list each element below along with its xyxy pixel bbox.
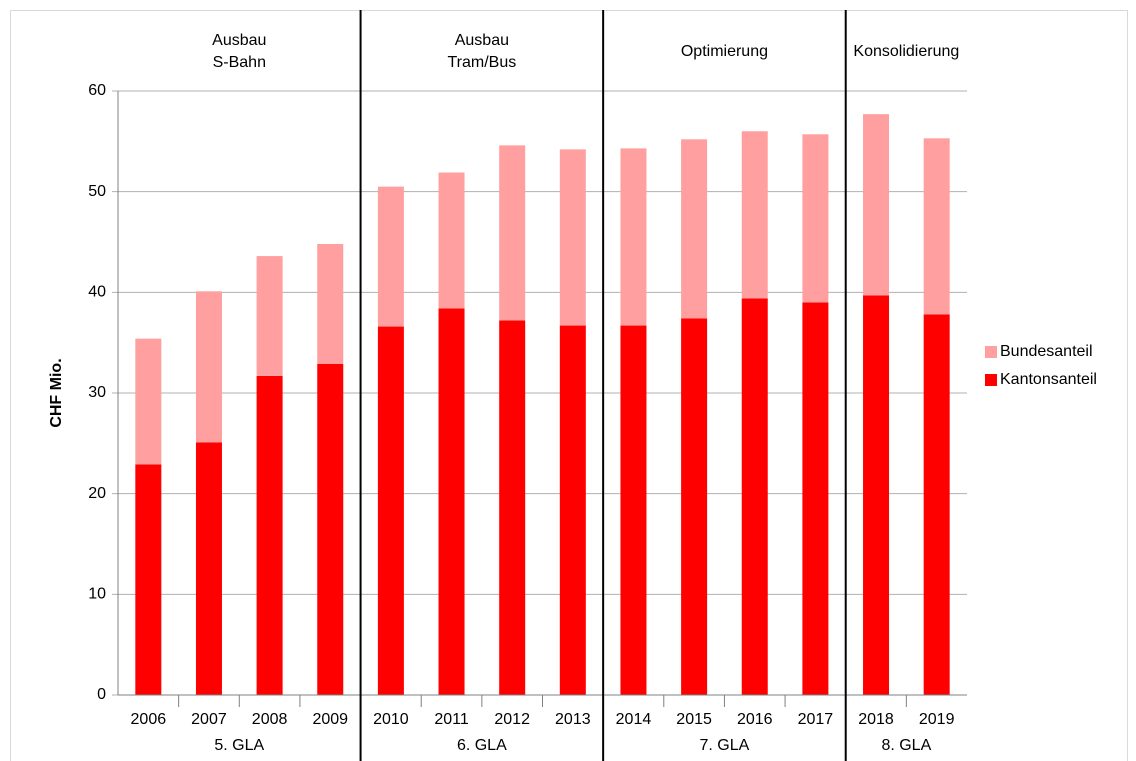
x-tick-label: 2009 [312,711,348,728]
x-tick-label: 2017 [798,711,834,728]
bar-segment [923,314,950,695]
y-tick-label: 30 [88,384,106,401]
bar-segment [438,172,465,309]
group-label: 7. GLA [700,737,750,754]
phase-label: S-Bahn [213,54,266,71]
bar-segment [499,145,526,321]
legend-swatch [985,346,997,358]
phase-label: Ausbau [455,32,509,49]
y-tick-label: 20 [88,485,106,502]
bar-segment [377,186,404,327]
bar-segment [863,114,890,296]
bar-segment [317,363,344,695]
x-tick-label: 2015 [676,711,712,728]
x-tick-label: 2011 [434,711,469,728]
y-axis-label: CHF Mio. [48,358,65,427]
phase-label: Optimierung [681,43,768,60]
legend-label: Bundesanteil [1000,343,1093,360]
bar-segment [317,244,344,364]
x-tick-label: 2016 [737,711,773,728]
bar-segment [620,325,647,695]
bar-segment [135,338,162,465]
bar-segment [377,326,404,695]
bar-segment [741,131,768,299]
bar-segment [741,298,768,695]
bar-segment [681,139,708,319]
y-tick-label: 50 [88,183,106,200]
x-tick-label: 2010 [373,711,409,728]
bar-segment [195,442,222,695]
y-tick-label: 0 [97,686,106,703]
legend-swatch [985,374,997,386]
bar-segment [802,134,829,303]
bar-segment [256,375,283,695]
bar-segment [620,148,647,326]
y-tick-label: 10 [88,586,106,603]
y-tick-label: 60 [88,82,106,99]
bar-segment [681,318,708,695]
x-tick-label: 2018 [858,711,894,728]
bar-segment [863,295,890,695]
bar-segment [499,320,526,695]
x-tick-label: 2013 [555,711,591,728]
bar-segment [559,325,586,695]
group-label: 5. GLA [214,737,264,754]
group-label: 8. GLA [881,737,931,754]
x-tick-label: 2019 [919,711,955,728]
legend-label: Kantonsanteil [1000,371,1097,388]
phase-label: Tram/Bus [447,54,516,71]
x-tick-label: 2014 [616,711,652,728]
x-tick-label: 2012 [494,711,530,728]
bar-segment [802,302,829,695]
chart-border [10,10,1128,761]
x-tick-label: 2008 [252,711,288,728]
bar-segment [438,308,465,695]
phase-label: Konsolidierung [853,43,959,60]
x-tick-label: 2007 [191,711,227,728]
bar-segment [256,256,283,376]
phase-label: Ausbau [212,32,266,49]
group-label: 6. GLA [457,737,507,754]
x-tick-label: 2006 [131,711,167,728]
bar-segment [195,291,222,443]
bar-segment [559,149,586,326]
bar-segment [923,138,950,315]
bar-segment [135,464,162,695]
y-tick-label: 40 [88,284,106,301]
